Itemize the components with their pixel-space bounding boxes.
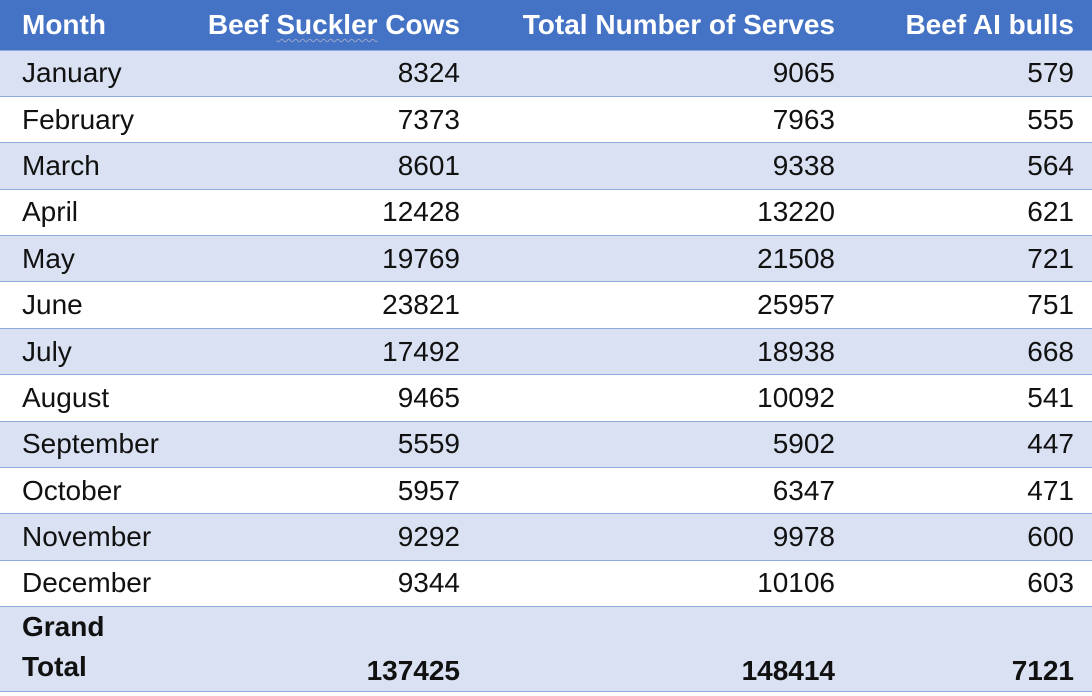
- month-cell: February: [22, 103, 135, 135]
- total-serves-cell: 6347: [772, 474, 835, 506]
- table-row: October 5957 6347 471: [0, 467, 1092, 514]
- table-row: February 7373 7963 555: [0, 96, 1092, 143]
- beef-suckler-cows-cell: 9344: [397, 567, 460, 599]
- beef-ai-bulls-cell: 600: [1027, 521, 1074, 553]
- header-beef-suckler-cows-spellcheck-word: Suckler: [276, 8, 378, 40]
- beef-suckler-cows-cell: 5957: [397, 474, 460, 506]
- beef-ai-bulls-cell: 721: [1027, 242, 1074, 274]
- grand-total-row: Grand Total 137425 148414 7121: [0, 606, 1092, 692]
- grand-total-serves: 148414: [741, 655, 835, 687]
- header-month: Month: [22, 8, 106, 40]
- table-row: January 8324 9065 579: [0, 50, 1092, 97]
- table-row: November 9292 9978 600: [0, 513, 1092, 561]
- month-cell: April: [22, 196, 79, 228]
- table-row: August 9465 10092 541: [0, 374, 1092, 422]
- beef-ai-bulls-cell: 471: [1027, 474, 1074, 506]
- total-serves-cell: 9065: [772, 57, 835, 89]
- total-serves-cell: 25957: [757, 289, 835, 321]
- table-row: July 17492 18938 668: [0, 328, 1092, 375]
- table-row: June 23821 25957 751: [0, 281, 1092, 329]
- beef-suckler-cows-cell: 8601: [397, 149, 460, 181]
- grand-total-beef-suckler-cows: 137425: [366, 655, 460, 687]
- beef-ai-bulls-cell: 579: [1027, 57, 1074, 89]
- total-serves-cell: 7963: [772, 103, 835, 135]
- table-row: December 9344 10106 603: [0, 560, 1092, 607]
- total-serves-cell: 10106: [757, 567, 835, 599]
- header-total-number-of-serves: Total Number of Serves: [522, 8, 835, 40]
- total-serves-cell: 18938: [757, 335, 835, 367]
- header-beef-suckler-cows-part3: Cows: [377, 8, 460, 40]
- beef-suckler-cows-cell: 9292: [397, 521, 460, 553]
- month-cell: December: [22, 567, 152, 599]
- beef-suckler-cows-cell: 7373: [397, 103, 460, 135]
- month-cell: June: [22, 289, 83, 321]
- total-serves-cell: 10092: [757, 381, 835, 413]
- beef-ai-bulls-cell: 603: [1027, 567, 1074, 599]
- beef-suckler-cows-cell: 5559: [397, 428, 460, 460]
- header-beef-ai-bulls: Beef AI bulls: [905, 8, 1074, 40]
- table-row: May 19769 21508 721: [0, 235, 1092, 282]
- beef-suckler-cows-cell: 17492: [382, 335, 460, 367]
- month-cell: August: [22, 381, 110, 413]
- table-body: January 8324 9065 579 February 7373 7963 555 Mar…: [0, 50, 1092, 607]
- beef-ai-bulls-cell: 621: [1027, 196, 1074, 228]
- total-serves-cell: 5902: [772, 428, 835, 460]
- month-cell: March: [22, 149, 100, 181]
- beef-ai-bulls-cell: 541: [1027, 381, 1074, 413]
- header-beef-suckler-cows: Beef Suckler Cows: [178, 0, 478, 50]
- header-beef-suckler-cows-part1: Beef: [207, 8, 277, 40]
- month-cell: May: [22, 242, 75, 274]
- header-row: Month Beef Suckler Cows Total Number of …: [0, 0, 1092, 50]
- table-row: April 12428 13220 621: [0, 189, 1092, 236]
- beef-ai-bulls-cell: 447: [1027, 428, 1074, 460]
- total-serves-cell: 9338: [772, 149, 835, 181]
- grand-total-label-line1: Grand: [22, 611, 105, 643]
- grand-total-beef-ai-bulls: 7121: [1011, 655, 1074, 687]
- total-serves-cell: 21508: [757, 242, 835, 274]
- month-cell: January: [22, 57, 122, 89]
- grand-total-label: Grand Total: [0, 607, 178, 692]
- beef-ai-bulls-cell: 555: [1027, 103, 1074, 135]
- month-cell: September: [22, 428, 159, 460]
- beef-suckler-cows-cell: 9465: [397, 381, 460, 413]
- grand-total-label-line2: Total: [22, 651, 87, 683]
- table-row: September 5559 5902 447: [0, 421, 1092, 468]
- total-serves-cell: 13220: [757, 196, 835, 228]
- beef-suckler-cows-cell: 12428: [382, 196, 460, 228]
- beef-ai-bulls-cell: 668: [1027, 335, 1074, 367]
- table-row: March 8601 9338 564: [0, 142, 1092, 190]
- month-cell: October: [22, 474, 122, 506]
- month-cell: November: [22, 521, 152, 553]
- beef-suckler-cows-cell: 8324: [397, 57, 460, 89]
- beef-ai-bulls-cell: 751: [1027, 289, 1074, 321]
- beef-suckler-cows-cell: 23821: [382, 289, 460, 321]
- beef-suckler-cows-cell: 19769: [382, 242, 460, 274]
- total-serves-cell: 9978: [772, 521, 835, 553]
- month-cell: July: [22, 335, 72, 367]
- beef-ai-bulls-cell: 564: [1027, 149, 1074, 181]
